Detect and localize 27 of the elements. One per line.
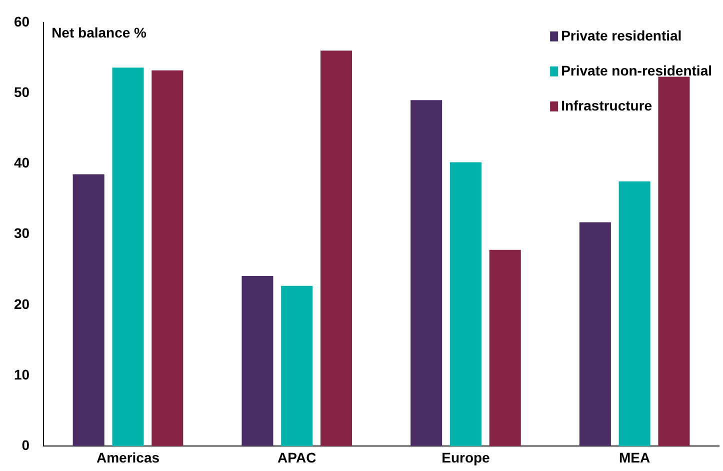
bar	[320, 50, 352, 446]
bar	[242, 276, 274, 446]
y-tick-label: 0	[22, 437, 30, 454]
bar	[152, 70, 184, 446]
y-tick-label: 30	[14, 225, 30, 242]
y-tick-label: 40	[14, 154, 30, 171]
x-tick-label: MEA	[619, 449, 650, 466]
x-tick-label: Americas	[96, 449, 160, 466]
x-tick-label: APAC	[278, 449, 316, 466]
bar	[658, 76, 690, 446]
bar	[618, 181, 650, 446]
x-tick-label: Europe	[442, 449, 490, 466]
legend-label: Private residential	[561, 27, 682, 44]
bar	[410, 100, 442, 446]
y-tick-label: 10	[14, 366, 30, 382]
bar	[112, 68, 144, 446]
bar	[489, 250, 521, 446]
bar	[450, 162, 482, 446]
bar	[579, 222, 611, 446]
bar	[72, 174, 104, 446]
bar	[281, 286, 313, 446]
legend-label: Private non-residential	[561, 62, 712, 78]
legend-label: Infrastructure	[561, 97, 652, 114]
y-axis-title: Net balance %	[52, 24, 148, 40]
y-tick-label: 50	[14, 84, 30, 100]
y-tick-label: 60	[14, 13, 30, 30]
y-tick-label: 20	[14, 296, 30, 312]
